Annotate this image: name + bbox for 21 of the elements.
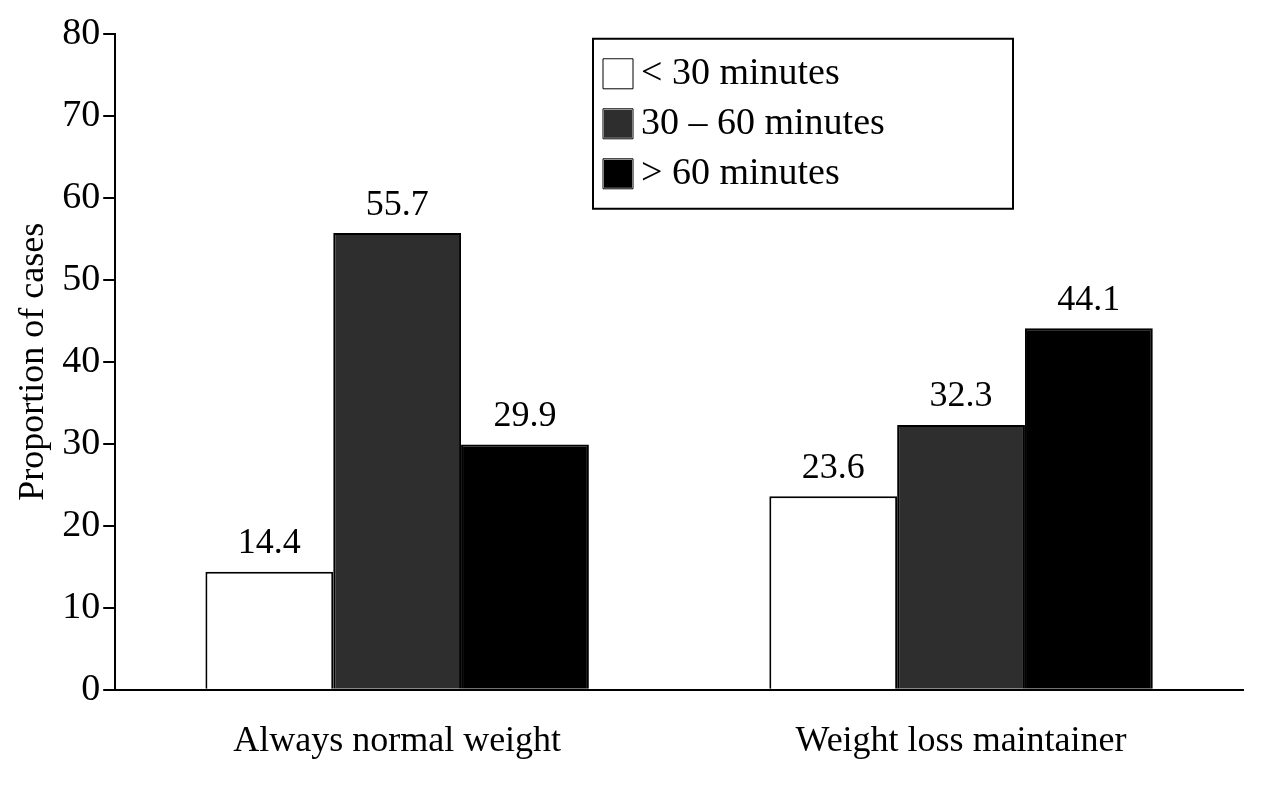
data-label: 14.4	[237, 521, 301, 562]
legend-label: < 30 minutes	[641, 49, 840, 92]
y-tick-label: 50	[62, 255, 101, 298]
data-label: 23.6	[801, 445, 865, 486]
y-tick-label: 10	[62, 583, 101, 626]
y-tick-label: 20	[62, 501, 101, 544]
x-tick-label: Weight loss maintainer	[795, 718, 1127, 759]
data-label: 29.9	[493, 394, 557, 435]
y-tick-label: 30	[62, 419, 101, 462]
data-label: 55.7	[365, 182, 429, 223]
y-axis-title: Proportion of cases	[11, 222, 52, 501]
y-tick-label: 70	[62, 91, 101, 134]
legend-label: 30 – 60 minutes	[641, 99, 885, 142]
data-label: 32.3	[929, 374, 993, 415]
y-tick-label: 60	[62, 173, 101, 216]
x-tick-label: Always normal weight	[233, 718, 562, 759]
y-tick-label: 40	[62, 337, 101, 380]
y-tick-label: 0	[81, 665, 101, 708]
legend-label: > 60 minutes	[641, 149, 840, 192]
data-label: 44.1	[1057, 277, 1121, 318]
y-tick-label: 80	[62, 9, 101, 52]
